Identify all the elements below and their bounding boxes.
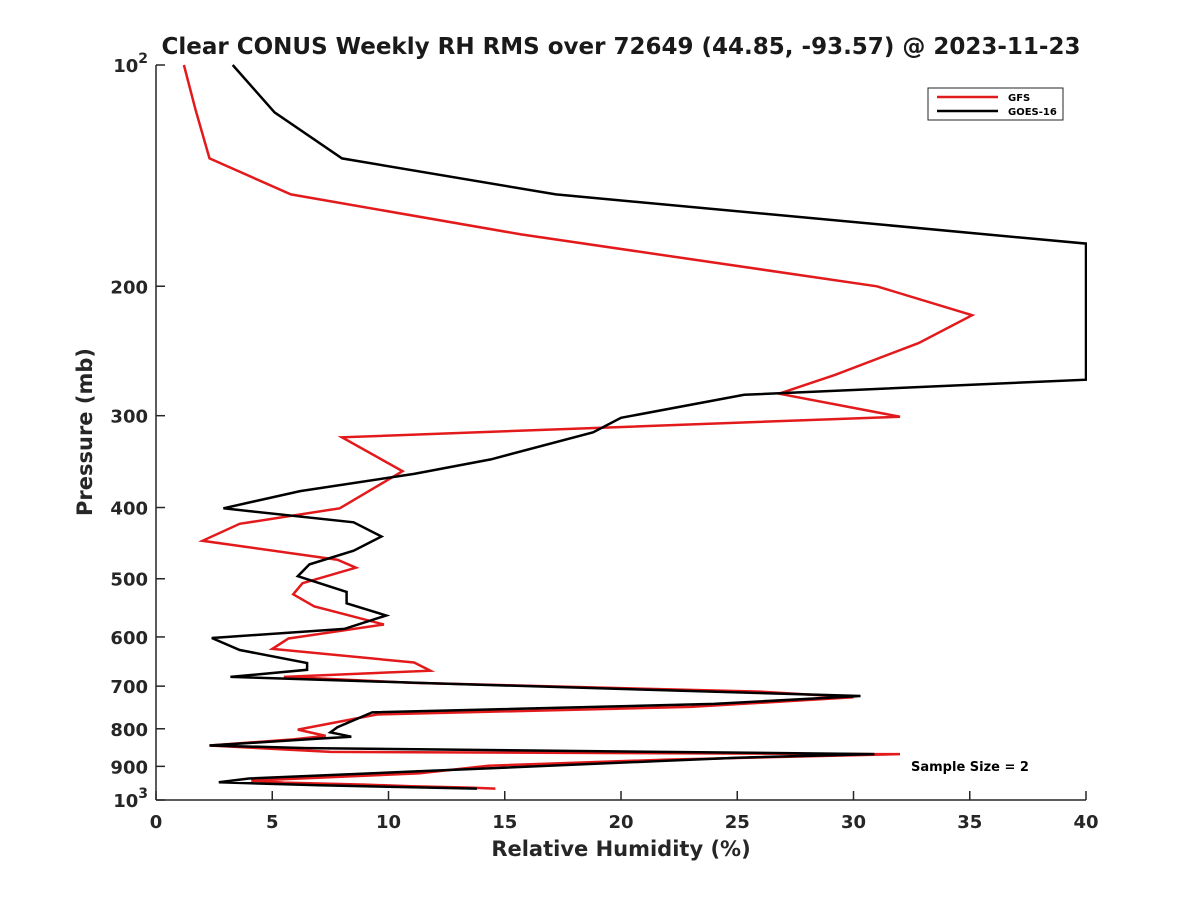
series-line-gfs [182, 64, 976, 790]
legend: GFS GOES-16 [927, 87, 1064, 121]
y-tick-label: 500 [110, 570, 148, 591]
x-tick-label: 35 [957, 812, 982, 833]
y-tick-label: 900 [110, 757, 148, 778]
x-tick-label: 25 [725, 812, 750, 833]
series-layer [182, 64, 1087, 790]
x-axis-label: Relative Humidity (%) [491, 837, 750, 861]
chart-title: Clear CONUS Weekly RH RMS over 72649 (44… [162, 34, 1081, 60]
x-tick-label: 20 [608, 812, 633, 833]
x-tick-label: 10 [376, 812, 401, 833]
y-tick-label: 103 [113, 786, 148, 812]
x-tick-label: 30 [841, 812, 866, 833]
legend-label-gfs: GFS [1008, 93, 1030, 104]
y-tick-label: 700 [110, 677, 148, 698]
y-tick-label: 102 [113, 51, 148, 77]
y-tick-label: 400 [110, 499, 148, 520]
y-tick-label: 600 [110, 628, 148, 649]
series-line-goes16 [209, 64, 1087, 790]
x-ticks: 0 5 10 15 20 25 30 35 40 [150, 791, 1099, 833]
sample-size-annotation: Sample Size = 2 [911, 760, 1029, 775]
y-tick-label: 800 [110, 720, 148, 741]
legend-label-goes16: GOES-16 [1008, 107, 1057, 118]
legend-box [927, 87, 1064, 121]
x-tick-label: 15 [492, 812, 517, 833]
y-tick-label: 300 [110, 407, 148, 428]
y-ticks: 102 200 300 400 500 600 700 800 900 103 [110, 51, 165, 812]
x-tick-label: 5 [266, 812, 279, 833]
y-axis-label: Pressure (mb) [73, 348, 97, 516]
x-tick-label: 40 [1073, 812, 1098, 833]
x-tick-label: 0 [150, 812, 163, 833]
y-tick-label: 200 [110, 277, 148, 298]
